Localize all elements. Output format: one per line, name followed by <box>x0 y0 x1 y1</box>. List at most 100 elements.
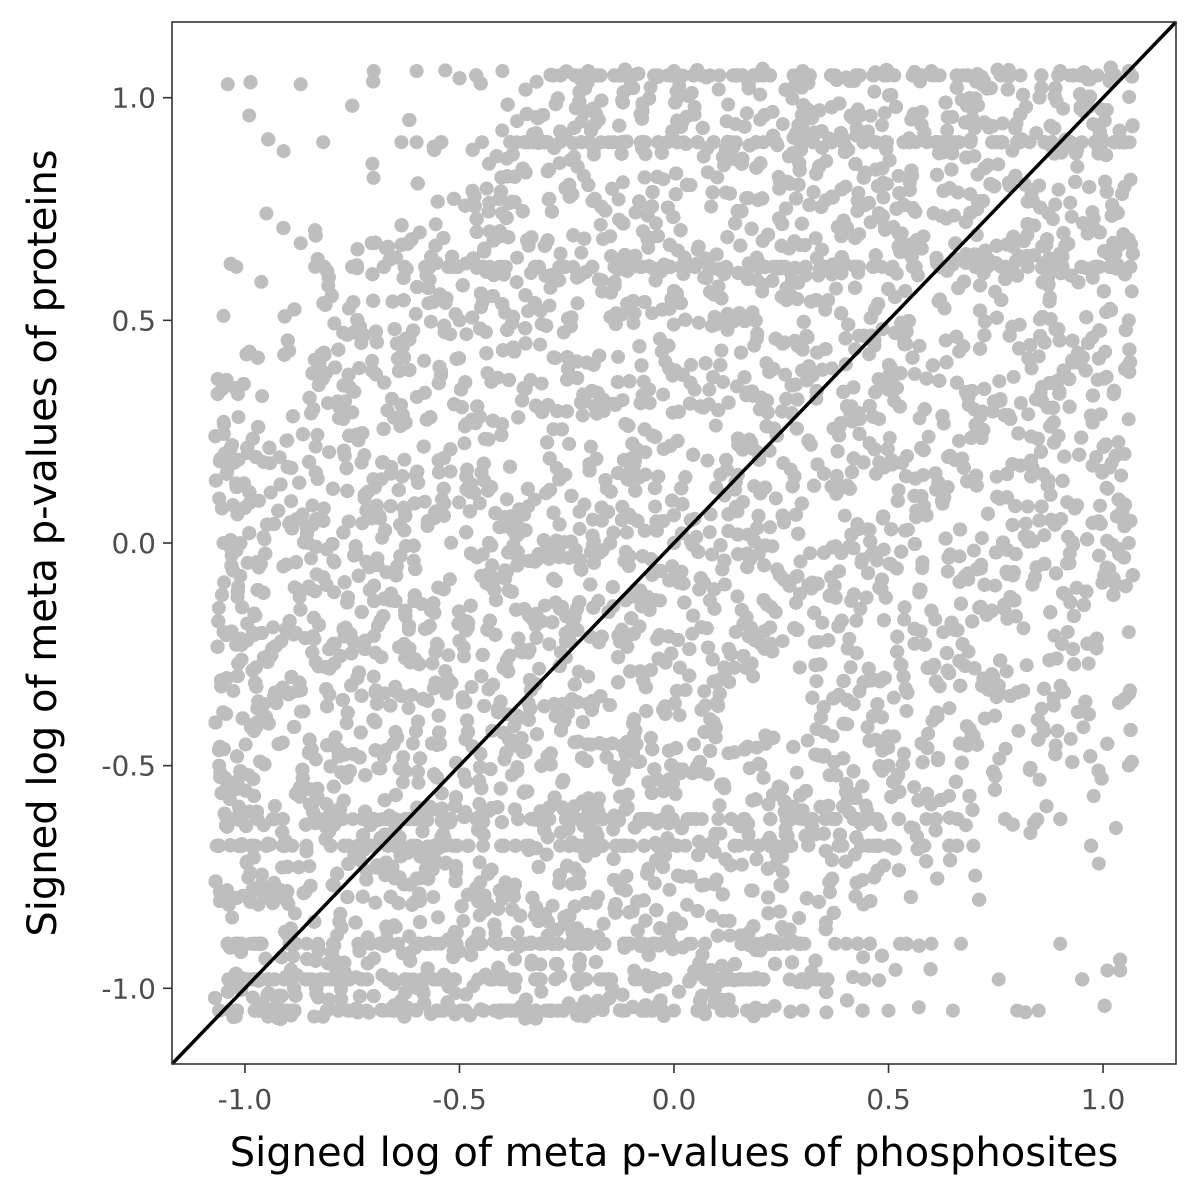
data-point <box>972 600 986 615</box>
data-point <box>734 857 749 872</box>
data-point <box>1100 963 1115 978</box>
data-point <box>966 838 981 853</box>
data-point <box>1031 349 1046 364</box>
data-point <box>691 315 706 330</box>
data-point <box>819 1005 834 1020</box>
data-point <box>705 908 720 923</box>
data-point <box>441 648 456 663</box>
data-point <box>548 972 563 987</box>
data-point <box>1016 621 1031 636</box>
data-point <box>907 367 922 381</box>
data-point <box>345 405 360 420</box>
data-point <box>952 433 966 448</box>
data-point <box>1013 396 1028 410</box>
data-point <box>321 396 335 411</box>
data-point <box>226 683 241 698</box>
data-point <box>308 439 323 454</box>
data-point <box>911 1000 926 1015</box>
data-point <box>867 84 882 99</box>
data-point <box>366 472 381 487</box>
data-point <box>940 110 955 125</box>
data-point <box>409 135 424 150</box>
data-point <box>394 135 409 150</box>
data-point <box>792 660 807 675</box>
data-point <box>261 986 276 1000</box>
data-point <box>457 436 472 451</box>
data-point <box>1021 351 1036 366</box>
data-point <box>316 501 331 516</box>
data-point <box>828 936 842 951</box>
data-point <box>293 236 308 251</box>
data-point <box>711 82 726 97</box>
data-point <box>704 199 719 214</box>
data-point <box>849 613 864 628</box>
data-point <box>858 798 873 813</box>
data-point <box>286 949 301 964</box>
data-points <box>208 60 1140 1027</box>
data-point <box>211 600 226 615</box>
data-point <box>231 410 246 425</box>
data-point <box>499 492 514 507</box>
data-point <box>998 741 1013 756</box>
data-point <box>570 296 585 311</box>
data-point <box>409 390 424 404</box>
data-point <box>615 175 630 190</box>
data-point <box>238 737 253 752</box>
data-point <box>1086 789 1101 803</box>
data-point <box>775 865 790 880</box>
data-point <box>1076 720 1091 735</box>
data-point <box>721 97 736 112</box>
data-point <box>643 730 658 745</box>
data-point <box>339 716 354 731</box>
data-point <box>886 690 901 705</box>
data-point <box>428 217 443 232</box>
data-point <box>451 604 466 619</box>
data-point <box>322 445 337 460</box>
data-point <box>542 637 557 652</box>
data-point <box>404 688 419 702</box>
data-point <box>882 431 897 445</box>
data-point <box>532 661 547 676</box>
data-point <box>807 635 822 650</box>
data-point <box>793 554 808 569</box>
data-point <box>472 496 487 511</box>
data-point <box>322 642 336 657</box>
data-point <box>897 612 912 627</box>
data-point <box>295 507 310 522</box>
data-point <box>647 876 662 891</box>
data-point <box>1091 856 1106 871</box>
data-point <box>1031 1003 1046 1018</box>
data-point <box>459 327 474 342</box>
data-point <box>426 890 441 904</box>
data-point <box>863 215 878 230</box>
data-point <box>907 780 922 795</box>
data-point <box>510 925 525 940</box>
data-point <box>1111 435 1126 450</box>
data-point <box>583 439 598 454</box>
data-point <box>852 227 867 242</box>
data-point <box>1016 234 1031 249</box>
data-point <box>809 674 824 689</box>
data-point <box>444 535 459 550</box>
data-point <box>365 156 380 171</box>
data-point <box>259 206 274 221</box>
data-point <box>256 530 271 544</box>
data-point <box>411 775 426 790</box>
data-point <box>702 382 717 397</box>
data-point <box>366 669 381 684</box>
data-point <box>932 68 947 83</box>
data-point <box>219 707 234 721</box>
data-point <box>710 170 725 185</box>
data-point <box>1029 126 1044 140</box>
data-point <box>392 640 406 655</box>
data-point <box>697 684 712 699</box>
data-point <box>776 456 791 471</box>
data-point <box>1020 259 1035 274</box>
data-point <box>423 314 438 329</box>
data-point <box>1063 195 1078 210</box>
data-point <box>669 683 684 698</box>
data-point <box>699 621 714 636</box>
data-point <box>216 308 231 323</box>
data-point <box>1123 683 1137 698</box>
